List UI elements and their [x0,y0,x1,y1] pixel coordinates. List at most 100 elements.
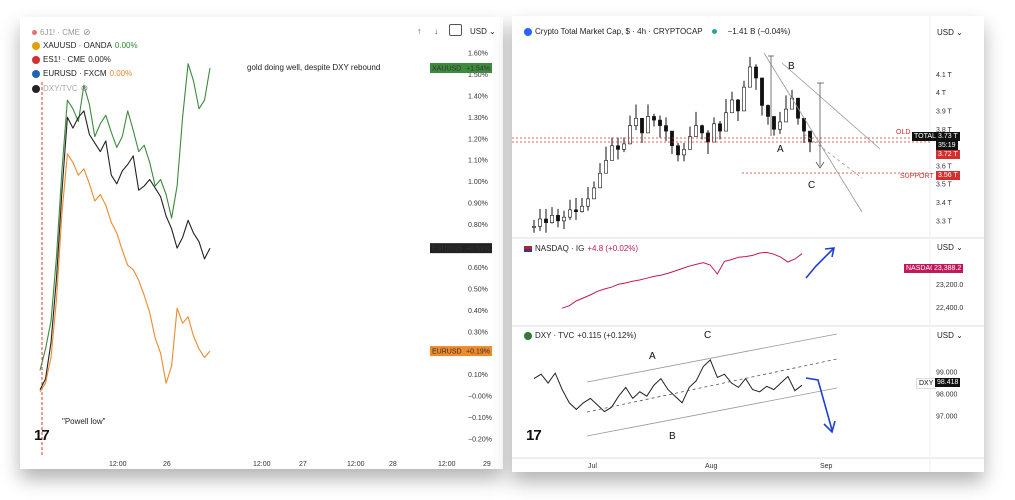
y-tick-label: 1.30% [468,115,488,122]
crypto-header[interactable]: Crypto Total Market Cap, $ · 4h · CRYPTO… [524,27,790,36]
legend-item-eurusd[interactable]: EURUSD · FXCM 0.00% [32,69,132,78]
tag-series-value: +1.54% [466,66,490,73]
legend-item-dxy[interactable]: DXY/TVC ⊘ [32,83,88,94]
last-value-tag-xauusd: XAUUSD +1.54% [430,63,492,74]
y-tick-label: 0.90% [468,201,488,208]
candle-body [652,116,656,121]
currency-selector[interactable]: USD ⌄ [470,27,496,36]
candle-body [706,132,710,143]
y-tick-label: 1.50% [468,72,488,79]
dxy-header[interactable]: DXY · TVC +0.115 (+0.12%) [524,331,636,340]
market-open-icon [711,29,717,34]
y-tick-label: 97.000 [936,414,958,421]
legend-item-es1[interactable]: ES1! · CME 0.00% [32,55,111,64]
candle-body [580,205,584,212]
y-tick-label: 3.9 T [936,108,953,115]
y-tick-label: 22,400.0 [936,305,963,312]
candle-body [694,125,698,137]
candle-body [700,125,704,134]
total-tag: TOTAL [912,132,938,141]
y-tick-label: −0.00% [468,394,492,401]
x-tick-label: 29 [483,461,491,468]
dxy-channel-lower [586,387,838,437]
candle-body [778,121,782,130]
y-tick-label: −0.20% [468,437,492,444]
x-tick-label: 12:00 [438,461,456,468]
y-tick-label: −0.10% [468,415,492,422]
candle-body [622,143,626,150]
tag-series-name: ESU2025 [432,246,462,253]
candle-body [736,99,740,112]
chart-annotation: gold doing well, despite DXY rebound [247,63,381,72]
candle-body [730,99,734,114]
tag-series-value: +0.19% [466,349,490,356]
eye-off-icon[interactable]: ⊘ [80,83,89,93]
candle-body [532,226,536,228]
candle-body [670,130,674,147]
channel-line [763,52,863,213]
x-tick-label: 12:00 [253,461,271,468]
tag-series-value: +0.69% [466,246,490,253]
crypto-icon [524,27,532,36]
currency-selector-top[interactable]: USD ⌄ [937,28,963,37]
arrow-up-icon[interactable]: ↑ [417,26,422,36]
last-value-tag-eurusd: EURUSD +0.19% [430,346,492,357]
candle-body [712,123,716,143]
candle-body [568,209,572,218]
crypto-title: Crypto Total Market Cap, $ · 4h · CRYPTO… [535,27,703,36]
candle-body [742,86,746,112]
y-tick-label: 3.6 T [936,163,953,170]
arrow-down-icon[interactable]: ↓ [434,26,439,36]
candle-body [808,130,812,143]
x-tick-label: Jul [588,463,597,470]
projection-arrow-up [805,247,836,279]
x-tick-label: 26 [163,461,171,468]
candle-body [538,218,542,227]
screenshot-icon[interactable] [449,24,462,36]
y-tick-label: 0.80% [468,222,488,229]
es-icon [32,55,40,64]
y-tick-label: 0.10% [468,372,488,379]
legend-item-6j1[interactable]: 6J1! · CME ⊘ [32,27,91,38]
left-chart-canvas[interactable]: 1.60% 1.50% 1.40% 1.30% 1.20% 1.10% 1.00% 0.90%… [20,17,503,469]
y-tick-label: 0.60% [468,265,488,272]
support-label: SUPPORT [900,173,934,180]
y-tick-label: 1.20% [468,136,488,143]
legend-name: 6J1! · CME [40,28,81,37]
dxy-wave-label-b: B [669,431,676,442]
y-tick-label: 3.3 T [936,218,953,225]
currency-selector-mid[interactable]: USD ⌄ [937,243,963,252]
currency-label: USD [937,331,954,340]
us-flag-icon [524,245,532,252]
dxy-change: +0.115 (+0.12%) [577,331,637,340]
projection-line [803,133,863,179]
candle-body [754,66,758,79]
measure-arrow [815,161,825,169]
currency-selector-bottom[interactable]: USD ⌄ [937,331,963,340]
candle-body [688,136,692,150]
candle-body [724,112,728,132]
dxy-badge-icon [524,331,532,340]
channel-line [781,62,881,150]
nasdaq-header[interactable]: NASDAQ · IG +4.8 (+0.02%) [524,244,638,253]
tag-background [430,63,492,74]
eye-off-icon[interactable]: ⊘ [83,27,91,37]
y-tick-label: 99.000 [936,370,958,377]
red-dot-icon [32,30,37,35]
y-tick-label: 4 T [936,90,947,97]
series-line-nasdaq [561,251,803,309]
wave-label-c: C [808,180,815,191]
legend-item-xauusd[interactable]: XAUUSD · OANDA 0.00% [32,41,138,50]
legend-name: DXY/TVC [43,84,78,93]
series-line-dxy [533,359,803,413]
y-tick-label: 3.4 T [936,200,953,207]
candle-body [574,209,578,212]
y-tick-label: 0.40% [468,308,488,315]
y-tick-label: 1.00% [468,179,488,186]
y-tick-label: 3.8 T [936,127,953,134]
gold-icon [32,41,40,50]
y-tick-label: 4.1 T [936,72,953,79]
candle-body [628,125,632,145]
projection-arrow-down [805,377,836,434]
old-label: OLD [896,129,911,136]
